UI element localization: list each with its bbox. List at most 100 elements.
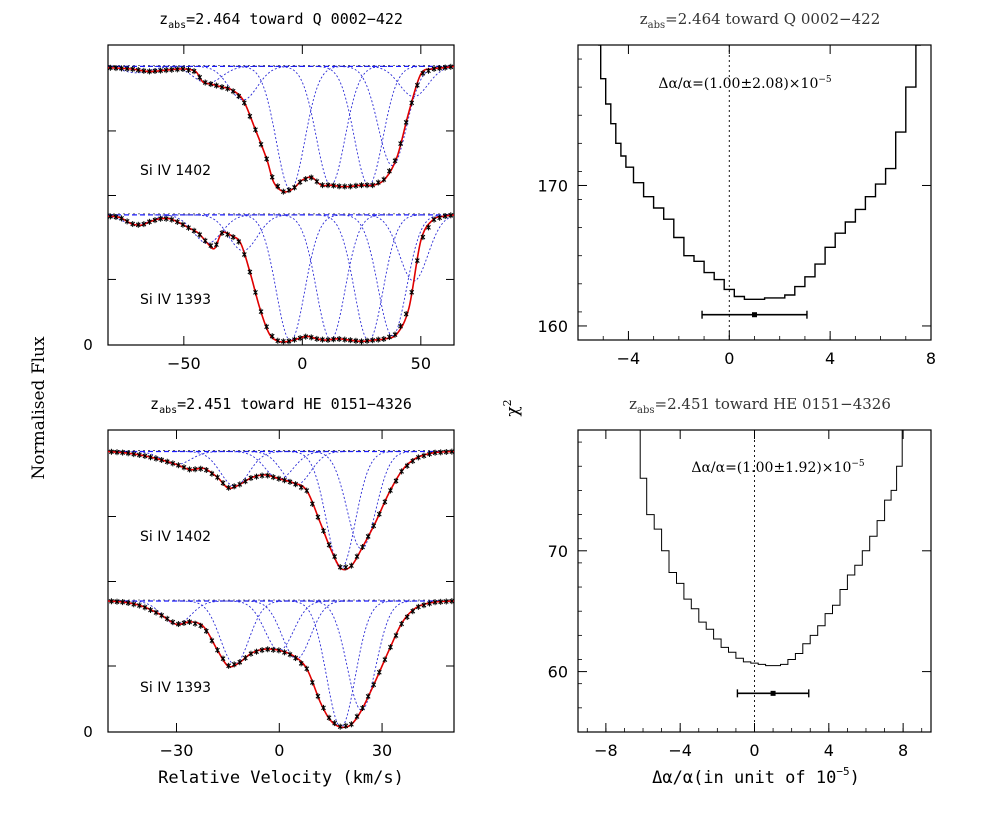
tl-datapoint	[375, 337, 381, 342]
bl-datapoint	[399, 469, 405, 474]
tl-xtick-label: 0	[297, 354, 307, 373]
bl-datapoint	[215, 647, 220, 653]
tl-datapoint	[442, 65, 448, 70]
bl-datapoint	[349, 721, 354, 727]
tl-datapoint	[387, 168, 392, 174]
bl-datapoint	[321, 528, 326, 534]
bl-datapoint	[371, 682, 377, 688]
bl-datapoint	[304, 666, 310, 672]
tl-component	[335, 214, 450, 337]
bl-datapoint	[248, 475, 254, 481]
bl-datapoint	[220, 656, 226, 662]
tl-datapoint	[258, 309, 264, 314]
tl-datapoint	[320, 182, 325, 188]
tl-datapoint	[308, 335, 314, 340]
br-xtick-label: 8	[898, 741, 908, 760]
tr-ytick-label: 170	[537, 176, 568, 195]
tl-datapoint	[359, 339, 364, 344]
tl-component	[186, 65, 301, 101]
br-xtick-label: 0	[749, 741, 759, 760]
bl-datapoint	[365, 534, 371, 539]
tl-datapoint	[353, 338, 359, 344]
tl-datapoint	[269, 174, 275, 180]
tl-component	[273, 65, 388, 186]
bl-datapoint	[237, 482, 243, 487]
tl-component	[335, 65, 450, 166]
tl-datapoint	[375, 180, 381, 185]
bl-datapoint	[354, 554, 360, 559]
tr-xtick-label: 4	[825, 349, 835, 368]
bl-datapoint	[415, 604, 421, 610]
bl-datapoint	[114, 449, 120, 455]
tl-datapoint	[331, 183, 336, 188]
tl-datapoint	[152, 68, 158, 74]
tl-datapoint	[158, 216, 163, 222]
bl-datapoint	[153, 456, 159, 461]
tl-datapoint	[124, 66, 130, 72]
bl-datapoint	[237, 659, 243, 665]
bl-datapoint	[203, 467, 209, 473]
bl-datapoint	[287, 652, 293, 657]
tl-datapoint	[186, 225, 191, 231]
bl-datapoint	[242, 655, 248, 661]
bl-datapoint	[181, 464, 187, 470]
bl-datapoint	[198, 623, 204, 629]
bl-datapoint	[410, 458, 416, 464]
bl-datapoint	[231, 662, 237, 667]
tl-datapoint	[303, 176, 309, 182]
bl-datapoint	[120, 599, 125, 605]
bl-datapoint	[109, 449, 114, 455]
tl-datapoint	[247, 113, 253, 119]
tl-datapoint	[230, 234, 236, 240]
tl-datapoint	[353, 183, 359, 189]
bl-datapoint	[170, 619, 176, 625]
tl-datapoint	[186, 67, 191, 73]
tl-datapoint	[158, 68, 163, 73]
bl-component	[177, 600, 292, 665]
bl-datapoint	[136, 452, 142, 458]
bl-datapoint	[114, 599, 120, 605]
tl-datapoint	[314, 179, 320, 184]
tl-datapoint	[297, 335, 303, 341]
bl-component	[283, 600, 399, 728]
bl-datapoint	[360, 705, 365, 711]
bl-model-1	[108, 600, 454, 729]
bl-datapoint	[259, 473, 265, 478]
tl-datapoint	[191, 68, 197, 74]
tl-component	[273, 214, 388, 341]
bl-datapoint	[343, 723, 349, 729]
tl-datapoint	[208, 243, 214, 249]
tl-datapoint	[403, 119, 409, 125]
tr-best-fit-point	[752, 312, 757, 318]
tl-datapoint	[437, 65, 443, 71]
tl-datapoint	[141, 68, 147, 74]
bl-datapoint	[131, 451, 137, 457]
tl-datapoint	[163, 216, 169, 222]
bl-datapoint	[343, 564, 349, 570]
bl-datapoint	[181, 620, 187, 626]
tl-datapoint	[208, 81, 214, 87]
tl-datapoint	[364, 182, 370, 188]
tl-datapoint	[448, 212, 454, 218]
tl-datapoint	[219, 230, 225, 236]
tl-datapoint	[387, 334, 392, 340]
br-xtick-label: −8	[594, 741, 618, 760]
bl-datapoint	[148, 607, 153, 613]
tl-datapoint	[174, 67, 180, 72]
bl-datapoint	[254, 649, 259, 655]
tl-datapoint	[108, 65, 113, 71]
tl-component	[186, 214, 301, 252]
tl-plot-area	[108, 63, 454, 345]
tl-datapoint	[152, 217, 158, 223]
bl-datapoint	[131, 601, 137, 607]
tl-datapoint	[442, 213, 448, 219]
tl-datapoint	[431, 66, 437, 72]
tl-datapoint	[225, 86, 230, 92]
bl-datapoint	[421, 453, 427, 459]
tl-datapoint	[286, 338, 292, 344]
panel-br-title: zabs=2.451 toward HE 0151−4326	[629, 395, 891, 416]
bl-datapoint	[265, 646, 271, 652]
tl-component	[233, 214, 348, 342]
tl-datapoint	[113, 214, 119, 220]
tl-datapoint	[241, 252, 247, 257]
